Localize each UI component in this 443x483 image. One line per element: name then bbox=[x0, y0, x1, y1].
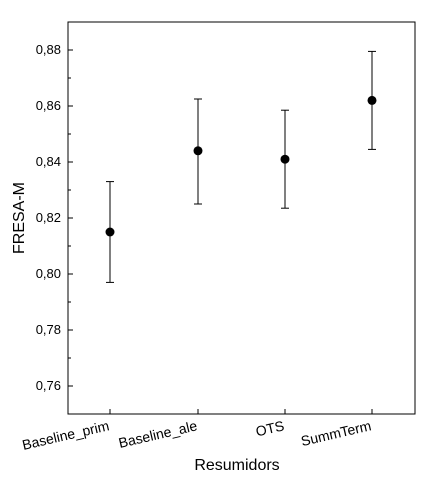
x-tick-label: Baseline_ale bbox=[117, 417, 199, 451]
x-tick-label: OTS bbox=[254, 417, 286, 439]
y-axis: 0,76 0,78 0,80 0,82 0,84 0,86 0,88 bbox=[36, 42, 73, 393]
data-points bbox=[105, 50, 377, 283]
x-axis-title: Resumidors bbox=[194, 457, 279, 474]
y-tick-label: 0,80 bbox=[36, 266, 61, 281]
y-tick-label: 0,84 bbox=[36, 154, 61, 169]
data-point bbox=[280, 154, 290, 164]
data-point bbox=[367, 95, 377, 105]
y-tick-label: 0,78 bbox=[36, 322, 61, 337]
y-tick-label: 0,88 bbox=[36, 42, 61, 57]
y-tick-label: 0,82 bbox=[36, 210, 61, 225]
y-tick-label: 0,86 bbox=[36, 98, 61, 113]
y-axis-title: FRESA-M bbox=[11, 182, 28, 254]
data-point bbox=[193, 146, 203, 156]
y-tick-label: 0,76 bbox=[36, 378, 61, 393]
plot-frame bbox=[67, 21, 416, 415]
x-tick-label: SummTerm bbox=[299, 417, 372, 449]
data-point bbox=[105, 227, 115, 237]
x-axis: Baseline_prim Baseline_ale OTS SummTerm bbox=[21, 409, 373, 453]
x-tick-label: Baseline_prim bbox=[21, 417, 111, 453]
